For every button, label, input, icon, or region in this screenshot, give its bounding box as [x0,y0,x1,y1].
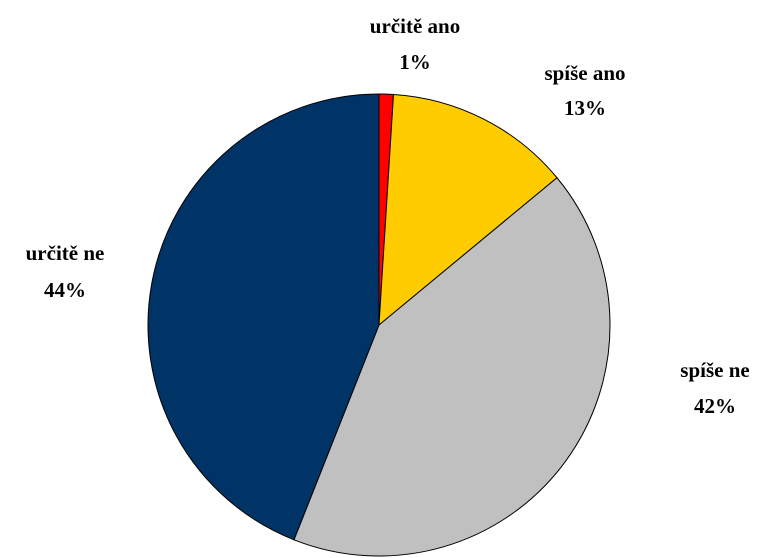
value-label: 44% [44,278,86,302]
value-label: 1% [399,50,431,74]
category-label: spíše ano [544,61,625,85]
category-label: určitě ano [370,14,460,38]
category-label: spíše ne [680,358,749,382]
category-label: určitě ne [26,241,105,265]
value-label: 42% [694,394,736,418]
pie-slice [293,177,611,557]
pie-slice [147,93,380,541]
value-label: 13% [564,96,606,120]
pie-slice [378,93,558,327]
